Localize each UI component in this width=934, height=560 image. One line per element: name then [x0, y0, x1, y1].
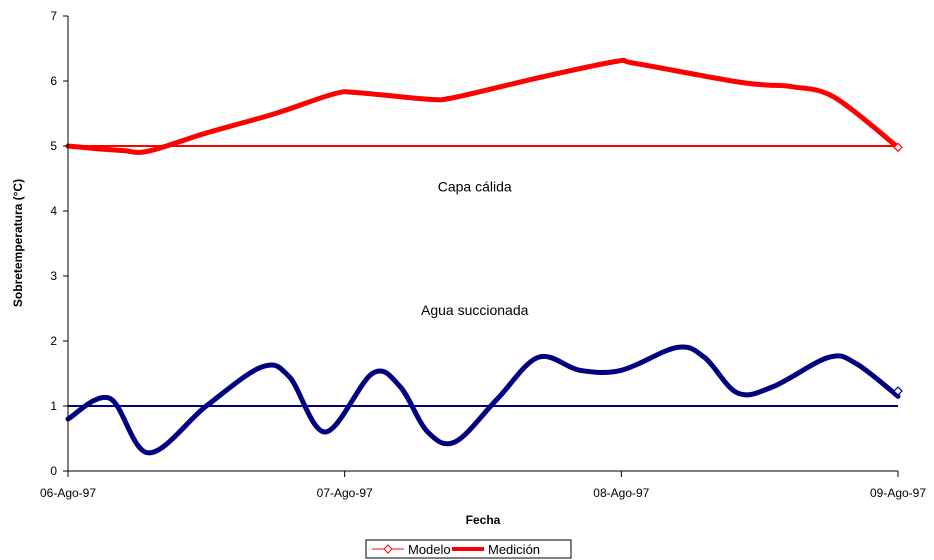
x-tick-label: 09-Ago-97 [870, 486, 926, 500]
endpoint-diamond-marker [893, 142, 903, 153]
y-tick-label: 5 [50, 139, 57, 153]
y-tick-label: 1 [50, 399, 57, 413]
x-tick-label: 06-Ago-97 [40, 486, 96, 500]
annotation-capa-calida: Capa cálida [438, 179, 512, 195]
y-tick-label: 3 [50, 269, 57, 283]
legend-label-medicion: Medición [488, 542, 540, 557]
endpoint-diamond-marker [893, 386, 903, 396]
y-tick-label: 6 [50, 74, 57, 88]
series-capa-medicion-line [65, 57, 901, 155]
annotation-agua-succionada: Agua succionada [421, 302, 529, 318]
legend-label-modelo: Modelo [408, 542, 451, 557]
y-tick-label: 7 [50, 9, 57, 23]
y-tick-label: 2 [50, 334, 57, 348]
y-axis-title: Sobretemperatura (°C) [11, 179, 25, 307]
x-tick-label: 08-Ago-97 [593, 486, 649, 500]
y-tick-label: 0 [50, 464, 57, 478]
y-tick-label: 4 [50, 204, 57, 218]
x-tick-label: 07-Ago-97 [317, 486, 373, 500]
x-axis-title: Fecha [466, 513, 501, 527]
legend-marker-modelo [383, 544, 393, 554]
legend: Modelo Medición [365, 539, 572, 559]
series-agua-medicion-line [65, 344, 901, 456]
